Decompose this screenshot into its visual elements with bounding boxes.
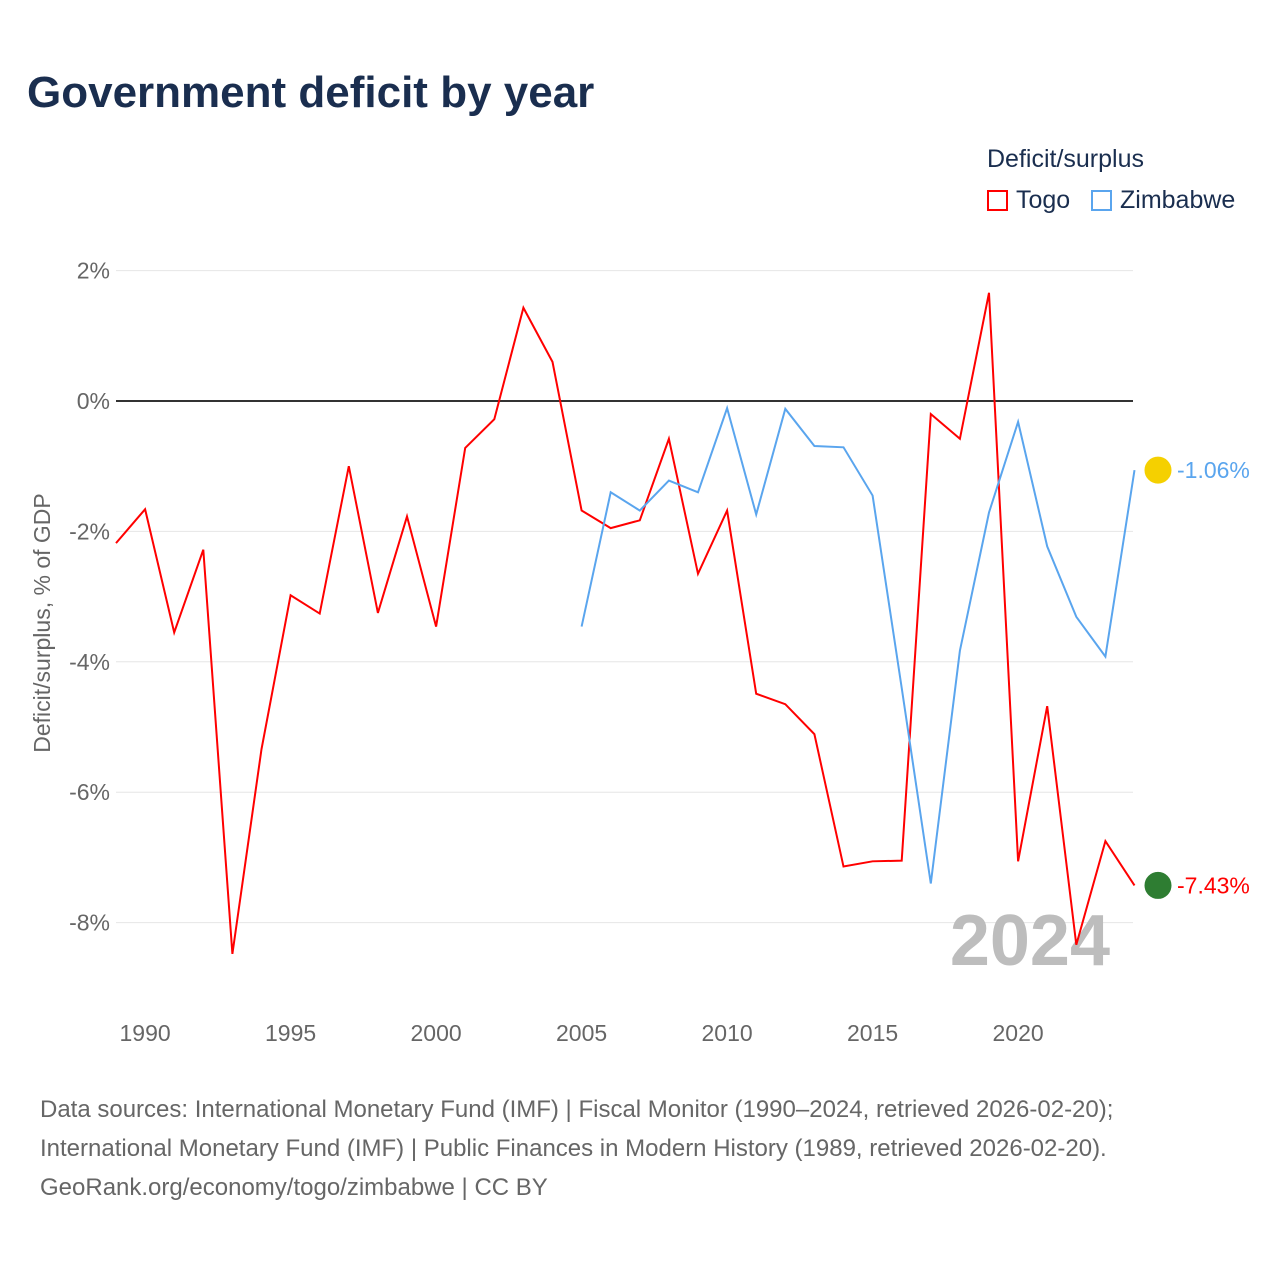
y-tick-label: -8% bbox=[69, 910, 110, 936]
x-tick-label: 2015 bbox=[847, 1020, 898, 1046]
y-tick-label: -4% bbox=[69, 649, 110, 675]
x-tick-label: 2020 bbox=[993, 1020, 1044, 1046]
end-label-togo: -7.43% bbox=[1177, 872, 1250, 898]
legend-item-zimbabwe[interactable]: Zimbabwe bbox=[1091, 186, 1235, 215]
y-tick-label: 2% bbox=[77, 258, 110, 284]
legend-label: Zimbabwe bbox=[1120, 186, 1236, 214]
source-line: Data sources: International Monetary Fun… bbox=[40, 1096, 1114, 1123]
x-tick-label: 1995 bbox=[265, 1020, 316, 1046]
legend-title: Deficit/surplus bbox=[987, 145, 1144, 173]
page-title: Government deficit by year bbox=[27, 68, 595, 117]
footer: Data sources: International Monetary Fun… bbox=[40, 1090, 1113, 1207]
y-axis-label: Deficit/surplus, % of GDP bbox=[29, 493, 55, 752]
year-watermark: 2024 bbox=[950, 901, 1110, 981]
x-tick-label: 2010 bbox=[702, 1020, 753, 1046]
source-line: International Monetary Fund (IMF) | Publ… bbox=[40, 1135, 1107, 1162]
legend-swatch bbox=[987, 190, 1008, 211]
attribution-link[interactable]: GeoRank.org/economy/togo/zimbabwe | CC B… bbox=[40, 1174, 548, 1201]
y-tick-label: -2% bbox=[69, 518, 110, 544]
end-label-zimbabwe: -1.06% bbox=[1177, 457, 1250, 483]
legend-label: Togo bbox=[1016, 186, 1071, 214]
y-tick-label: 0% bbox=[77, 388, 110, 414]
x-tick-label: 2000 bbox=[411, 1020, 462, 1046]
zimbabwe-flag-icon bbox=[1143, 455, 1173, 485]
x-tick-label: 1990 bbox=[120, 1020, 171, 1046]
series-line-togo bbox=[115, 292, 1136, 955]
x-tick-label: 2005 bbox=[556, 1020, 607, 1046]
y-tick-label: -6% bbox=[69, 779, 110, 805]
legend-item-togo[interactable]: Togo bbox=[987, 186, 1070, 215]
series-line-zimbabwe bbox=[580, 404, 1136, 884]
legend-swatch bbox=[1091, 190, 1112, 211]
togo-flag-icon bbox=[1143, 870, 1173, 900]
